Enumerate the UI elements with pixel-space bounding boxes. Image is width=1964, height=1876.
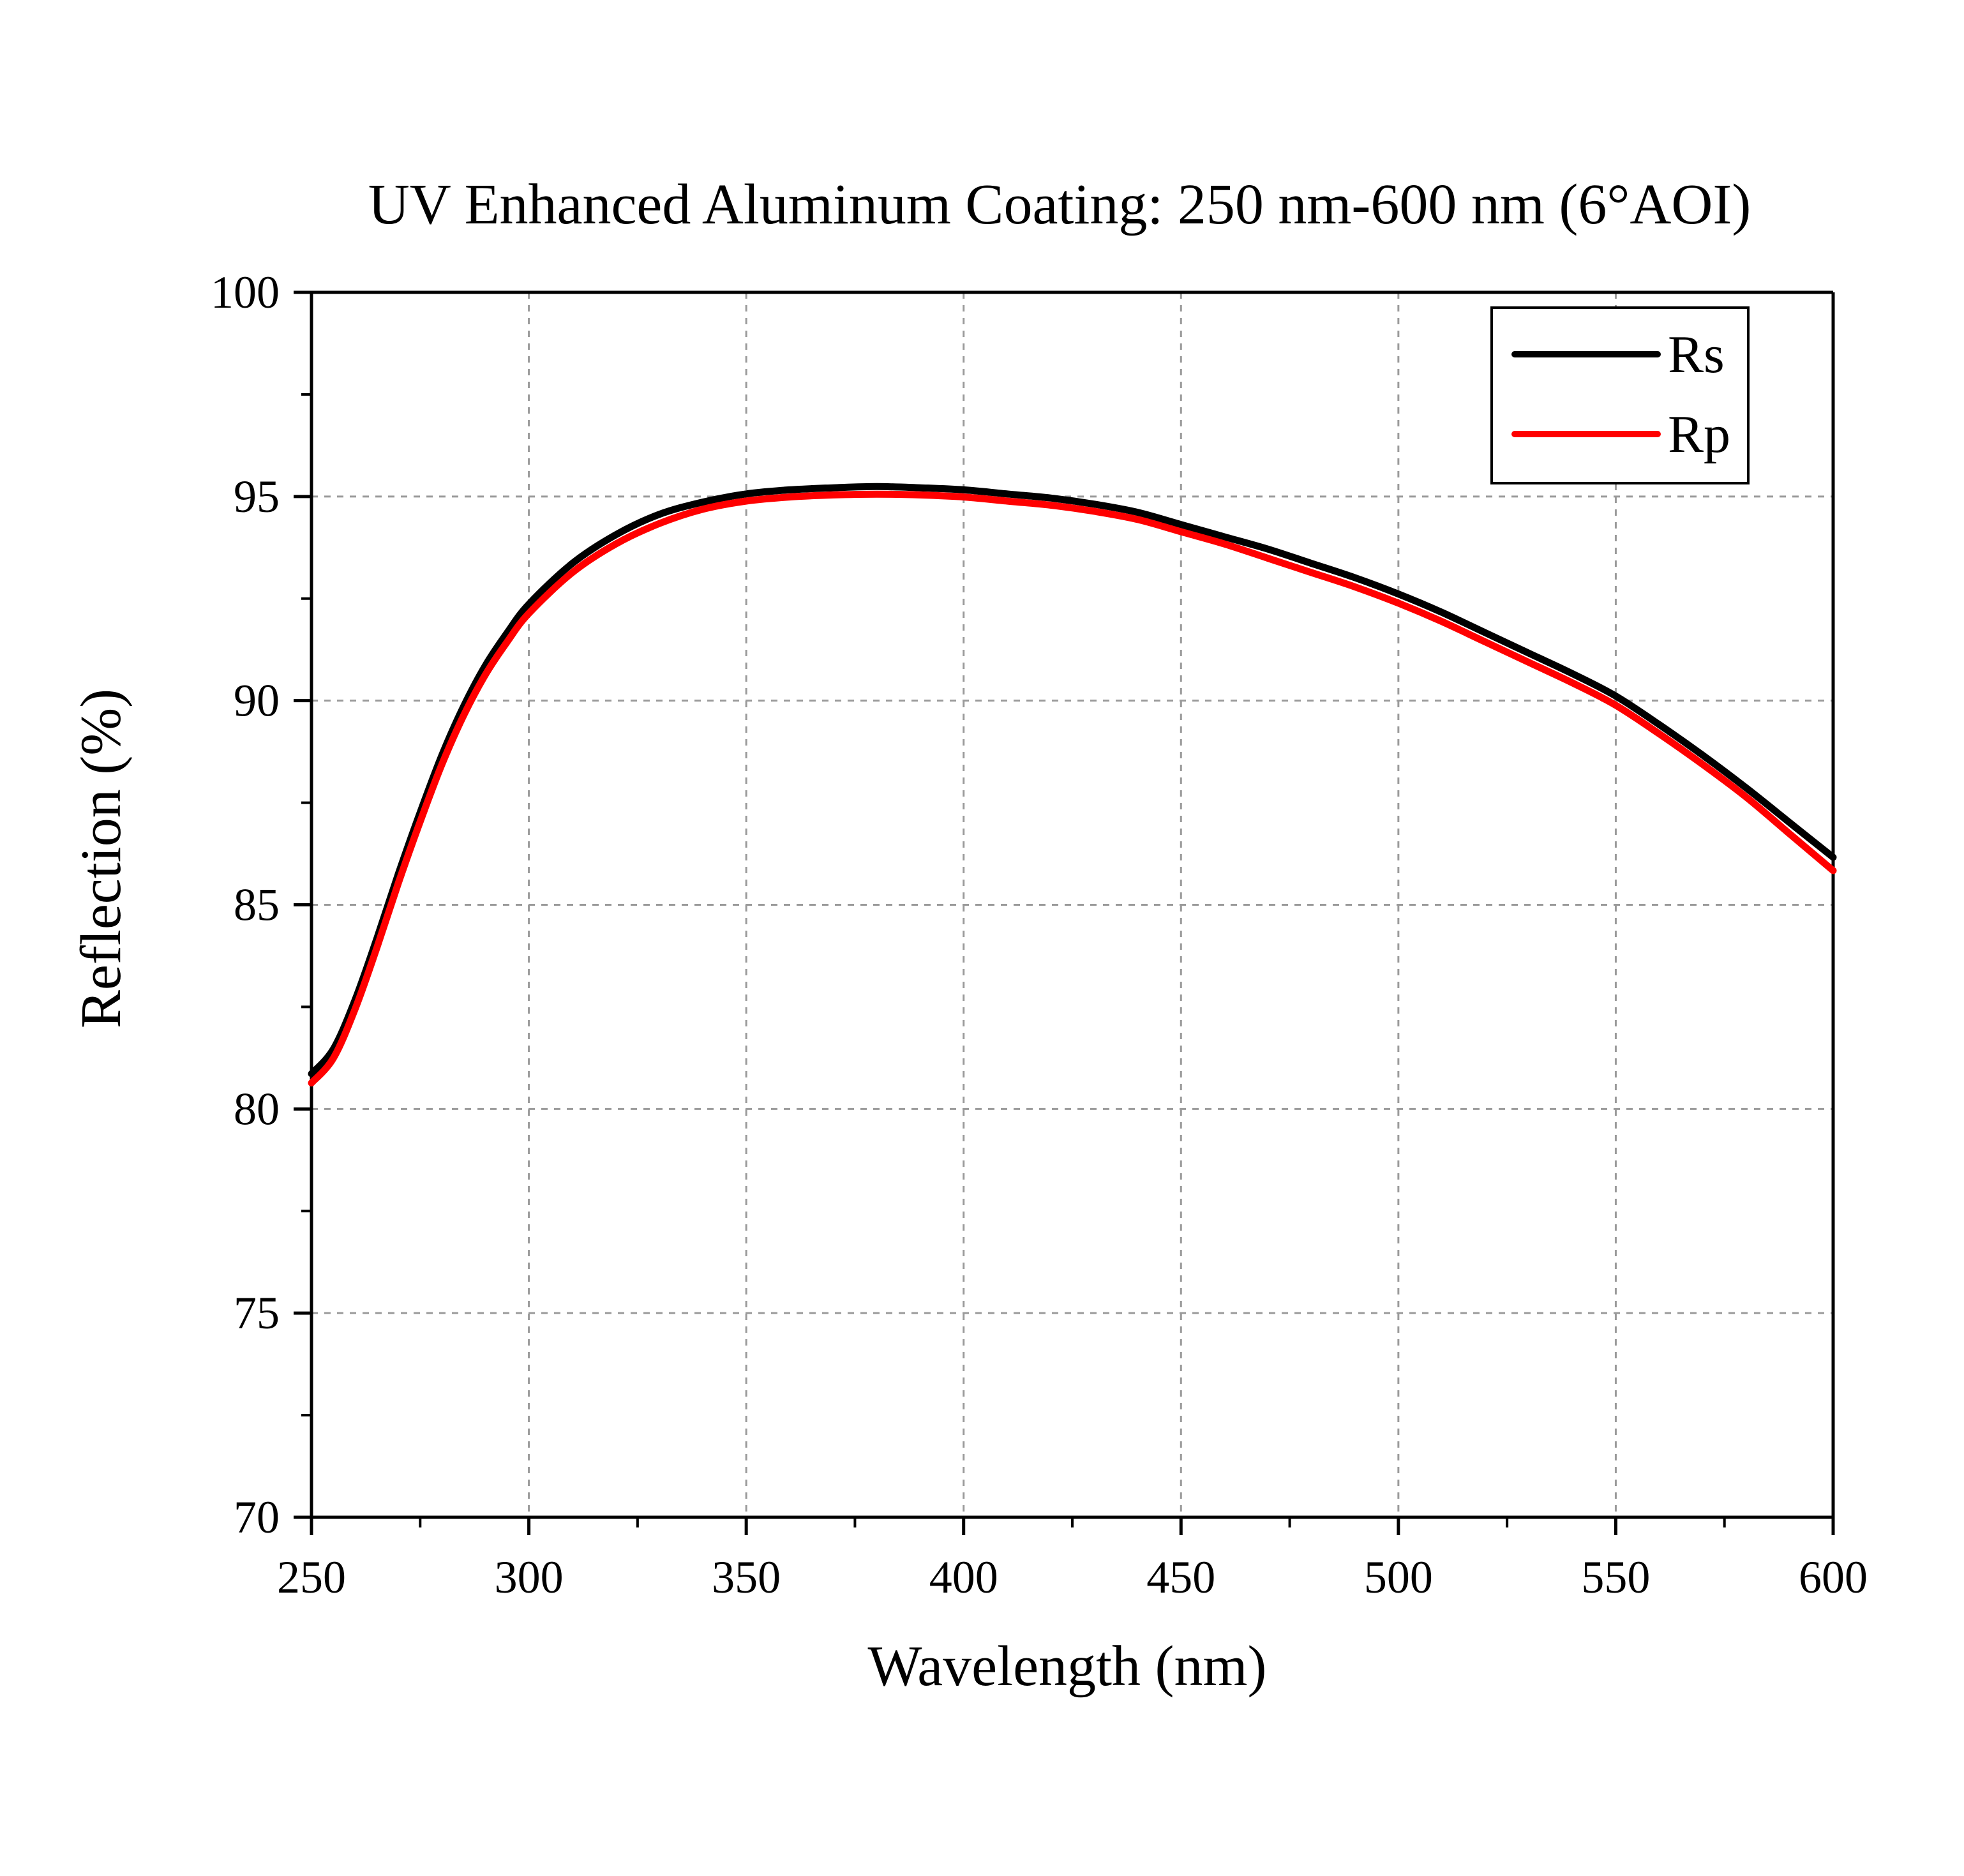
y-axis-label: Reflection (%): [70, 689, 133, 1028]
x-tick-label: 400: [929, 1552, 998, 1603]
x-tick-label: 300: [495, 1552, 564, 1603]
x-tick-label: 550: [1581, 1552, 1650, 1603]
y-tick-label: 90: [234, 675, 280, 726]
tick-labels: 250 300 350 400 450 500 550 600 70 75 80 85 90 95 100: [211, 267, 1868, 1603]
y-tick-label: 80: [234, 1083, 280, 1134]
chart-legend: Rs Rp: [1490, 306, 1750, 484]
chart-title: UV Enhanced Aluminum Coating: 250 nm-600…: [368, 173, 1751, 236]
series-line-rs: [308, 483, 1837, 1077]
x-axis-label: Wavelength (nm): [867, 1635, 1266, 1698]
x-tick-label: 600: [1799, 1552, 1868, 1603]
y-tick-label: 75: [234, 1287, 280, 1339]
y-tick-label: 85: [234, 880, 280, 931]
data-series: [308, 483, 1837, 1087]
y-tick-label: 70: [234, 1492, 280, 1543]
legend-label-rp: Rp: [1668, 405, 1730, 464]
tick-marks: [294, 290, 1835, 1535]
legend-box: [1490, 306, 1750, 484]
legend-label-rs: Rs: [1668, 325, 1725, 384]
y-tick-label: 95: [234, 471, 280, 522]
x-tick-label: 500: [1364, 1552, 1433, 1603]
grid-lines: [311, 292, 1833, 1517]
x-tick-label: 450: [1146, 1552, 1215, 1603]
series-line-rp: [308, 490, 1837, 1087]
x-tick-label: 350: [712, 1552, 781, 1603]
y-tick-label: 100: [211, 267, 280, 318]
x-tick-label: 250: [277, 1552, 346, 1603]
